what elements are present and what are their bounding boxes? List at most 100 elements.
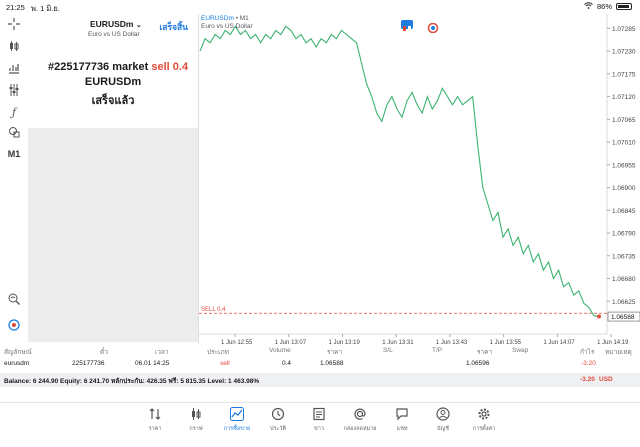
nav-account-label: บัญชี [437,426,449,432]
chart-description: Euro vs US Dollar [201,23,253,30]
nav-chat[interactable]: แชท [382,407,422,433]
x-tick-label: 1 Jun 13:19 [328,340,360,344]
order-result-panel: EURUSDm ⌄ Euro vs US Dollar เสร็จสิ้น #2… [28,14,198,128]
col-ticket: ตั๋ว [100,349,108,356]
order-panel-background [28,128,198,342]
y-tick-label: 1.06735 [612,253,636,260]
y-tick-label: 1.07230 [612,49,636,56]
row-ticket: 225177736 [72,360,105,367]
col-open-price: ราคา [327,349,343,356]
y-tick-label: 1.06955 [612,162,636,169]
col-sl: S/L [383,347,393,354]
col-type: ประเภท [207,349,229,356]
price-series-line [199,25,600,318]
symbol-selector[interactable]: EURUSDm ⌄ [90,19,142,29]
one-click-trading-icon[interactable] [401,20,413,31]
current-price-label: 1.06588 [611,314,635,321]
y-tick-label: 1.06900 [612,185,636,192]
done-button[interactable]: เสร็จสิ้น [159,22,188,32]
nav-mailbox[interactable]: กล่องจดหมาย [340,407,380,433]
chat-icon [395,407,409,421]
trade-levels-icon[interactable] [427,20,439,34]
y-tick-label: 1.07010 [612,140,636,147]
crosshair-icon[interactable] [6,16,22,32]
settings-icon [477,407,491,421]
candlestick-icon[interactable] [6,38,22,54]
table-row[interactable]: eurusdm 225177736 06.01 14:25 sell 0.4 1… [0,355,640,372]
timeframe-button[interactable]: M1 [7,149,21,159]
symbol-description: Euro vs US Dollar [88,31,140,38]
row-volume: 0.4 [282,360,292,367]
row-time: 06.01 14:25 [135,360,170,367]
chart-icon [189,407,203,421]
x-tick-label: 1 Jun 13:43 [436,340,468,344]
news-icon [312,407,326,421]
col-tp: T/P [432,347,443,354]
quotes-icon [148,407,162,421]
status-bar: 21:25 พ. 1 มิ.ย. 86% [0,0,640,14]
nav-chat-label: แชท [396,426,408,432]
chart-plot[interactable]: 1.07285 1.07230 1.07175 1.07120 1.07065 1.070… [199,14,640,344]
balance-bar: Balance: 6 244.90 Equity: 6 241.70 หลักป… [0,373,640,387]
col-comment: หมายเหตุ [605,349,632,356]
col-profit: กำไร [580,349,595,356]
status-date: พ. 1 มิ.ย. [31,4,60,13]
history-icon [271,407,285,421]
order-status: เสร็จแล้ว [91,95,135,107]
nav-trade[interactable]: การซื้อขาย [217,407,257,433]
nav-news-label: ข่าว [314,426,324,432]
battery-icon [616,3,632,10]
order-symbol: EURUSDm [84,76,142,88]
order-number: #225177736 [48,61,110,73]
chart-symbol: EURUSDm [201,15,234,22]
status-time: 21:25 [6,3,25,12]
current-price-marker [597,314,601,319]
col-price: ราคา [477,349,493,356]
total-profit: -3.20 [580,376,595,383]
battery-percent: 86% [596,2,612,11]
balance-summary: Balance: 6 244.90 Equity: 6 241.70 หลักป… [4,378,260,385]
y-tick-label: 1.06790 [612,231,636,238]
trade-icon [230,407,244,421]
currency: USD [599,376,613,383]
status-right: 86% [584,2,632,11]
x-tick-label: 1 Jun 13:55 [490,340,522,344]
x-tick-label: 1 Jun 13:31 [382,340,414,344]
price-chart[interactable]: 1.07285 1.07230 1.07175 1.07120 1.07065 1.070… [198,14,640,344]
chart-timeframe: • M1 [235,15,249,22]
symbol-name: EURUSDm [90,19,134,29]
nav-quotes[interactable]: ราคา [135,407,175,433]
x-tick-label: 1 Jun 12:55 [221,340,253,344]
row-price: 1.06596 [466,360,490,367]
row-symbol: eurusdm [4,360,30,367]
nav-account[interactable]: บัญชี [423,407,463,433]
current-price-box [607,311,640,322]
nav-news[interactable]: ข่าว [299,407,339,433]
order-side: sell 0.4 [151,61,189,73]
row-open-price: 1.06588 [320,360,344,367]
y-tick-label: 1.07065 [612,117,636,124]
y-tick-label: 1.06845 [612,208,636,215]
settings-sliders-icon[interactable] [6,82,22,98]
nav-history[interactable]: ประวัติ [258,407,298,433]
function-icon[interactable]: ƒ [11,105,17,119]
account-icon [436,407,450,421]
sync-icon[interactable] [6,317,22,333]
order-summary: #225177736 market sell 0.4 [48,61,198,73]
indicators-icon[interactable] [6,60,22,76]
positions-table: สัญลักษณ์ ตั๋ว เวลา ประเภท Volume ราคา S… [0,344,640,372]
objects-icon[interactable] [6,124,22,140]
nav-settings-label: การตั้งค่า [472,426,496,432]
col-swap: Swap [512,347,529,354]
nav-chart-label: กราฟ [189,426,203,432]
y-tick-label: 1.07175 [612,71,636,78]
nav-history-label: ประวัติ [269,426,287,432]
y-tick-label: 1.07120 [612,94,636,101]
nav-quotes-label: ราคา [148,426,162,432]
y-tick-label: 1.06680 [612,276,636,283]
zoom-icon[interactable] [6,291,22,307]
chart-title: EURUSDm • M1 [201,15,249,22]
nav-settings[interactable]: การตั้งค่า [464,407,504,433]
nav-chart[interactable]: กราฟ [176,407,216,433]
nav-trade-label: การซื้อขาย [223,426,251,432]
